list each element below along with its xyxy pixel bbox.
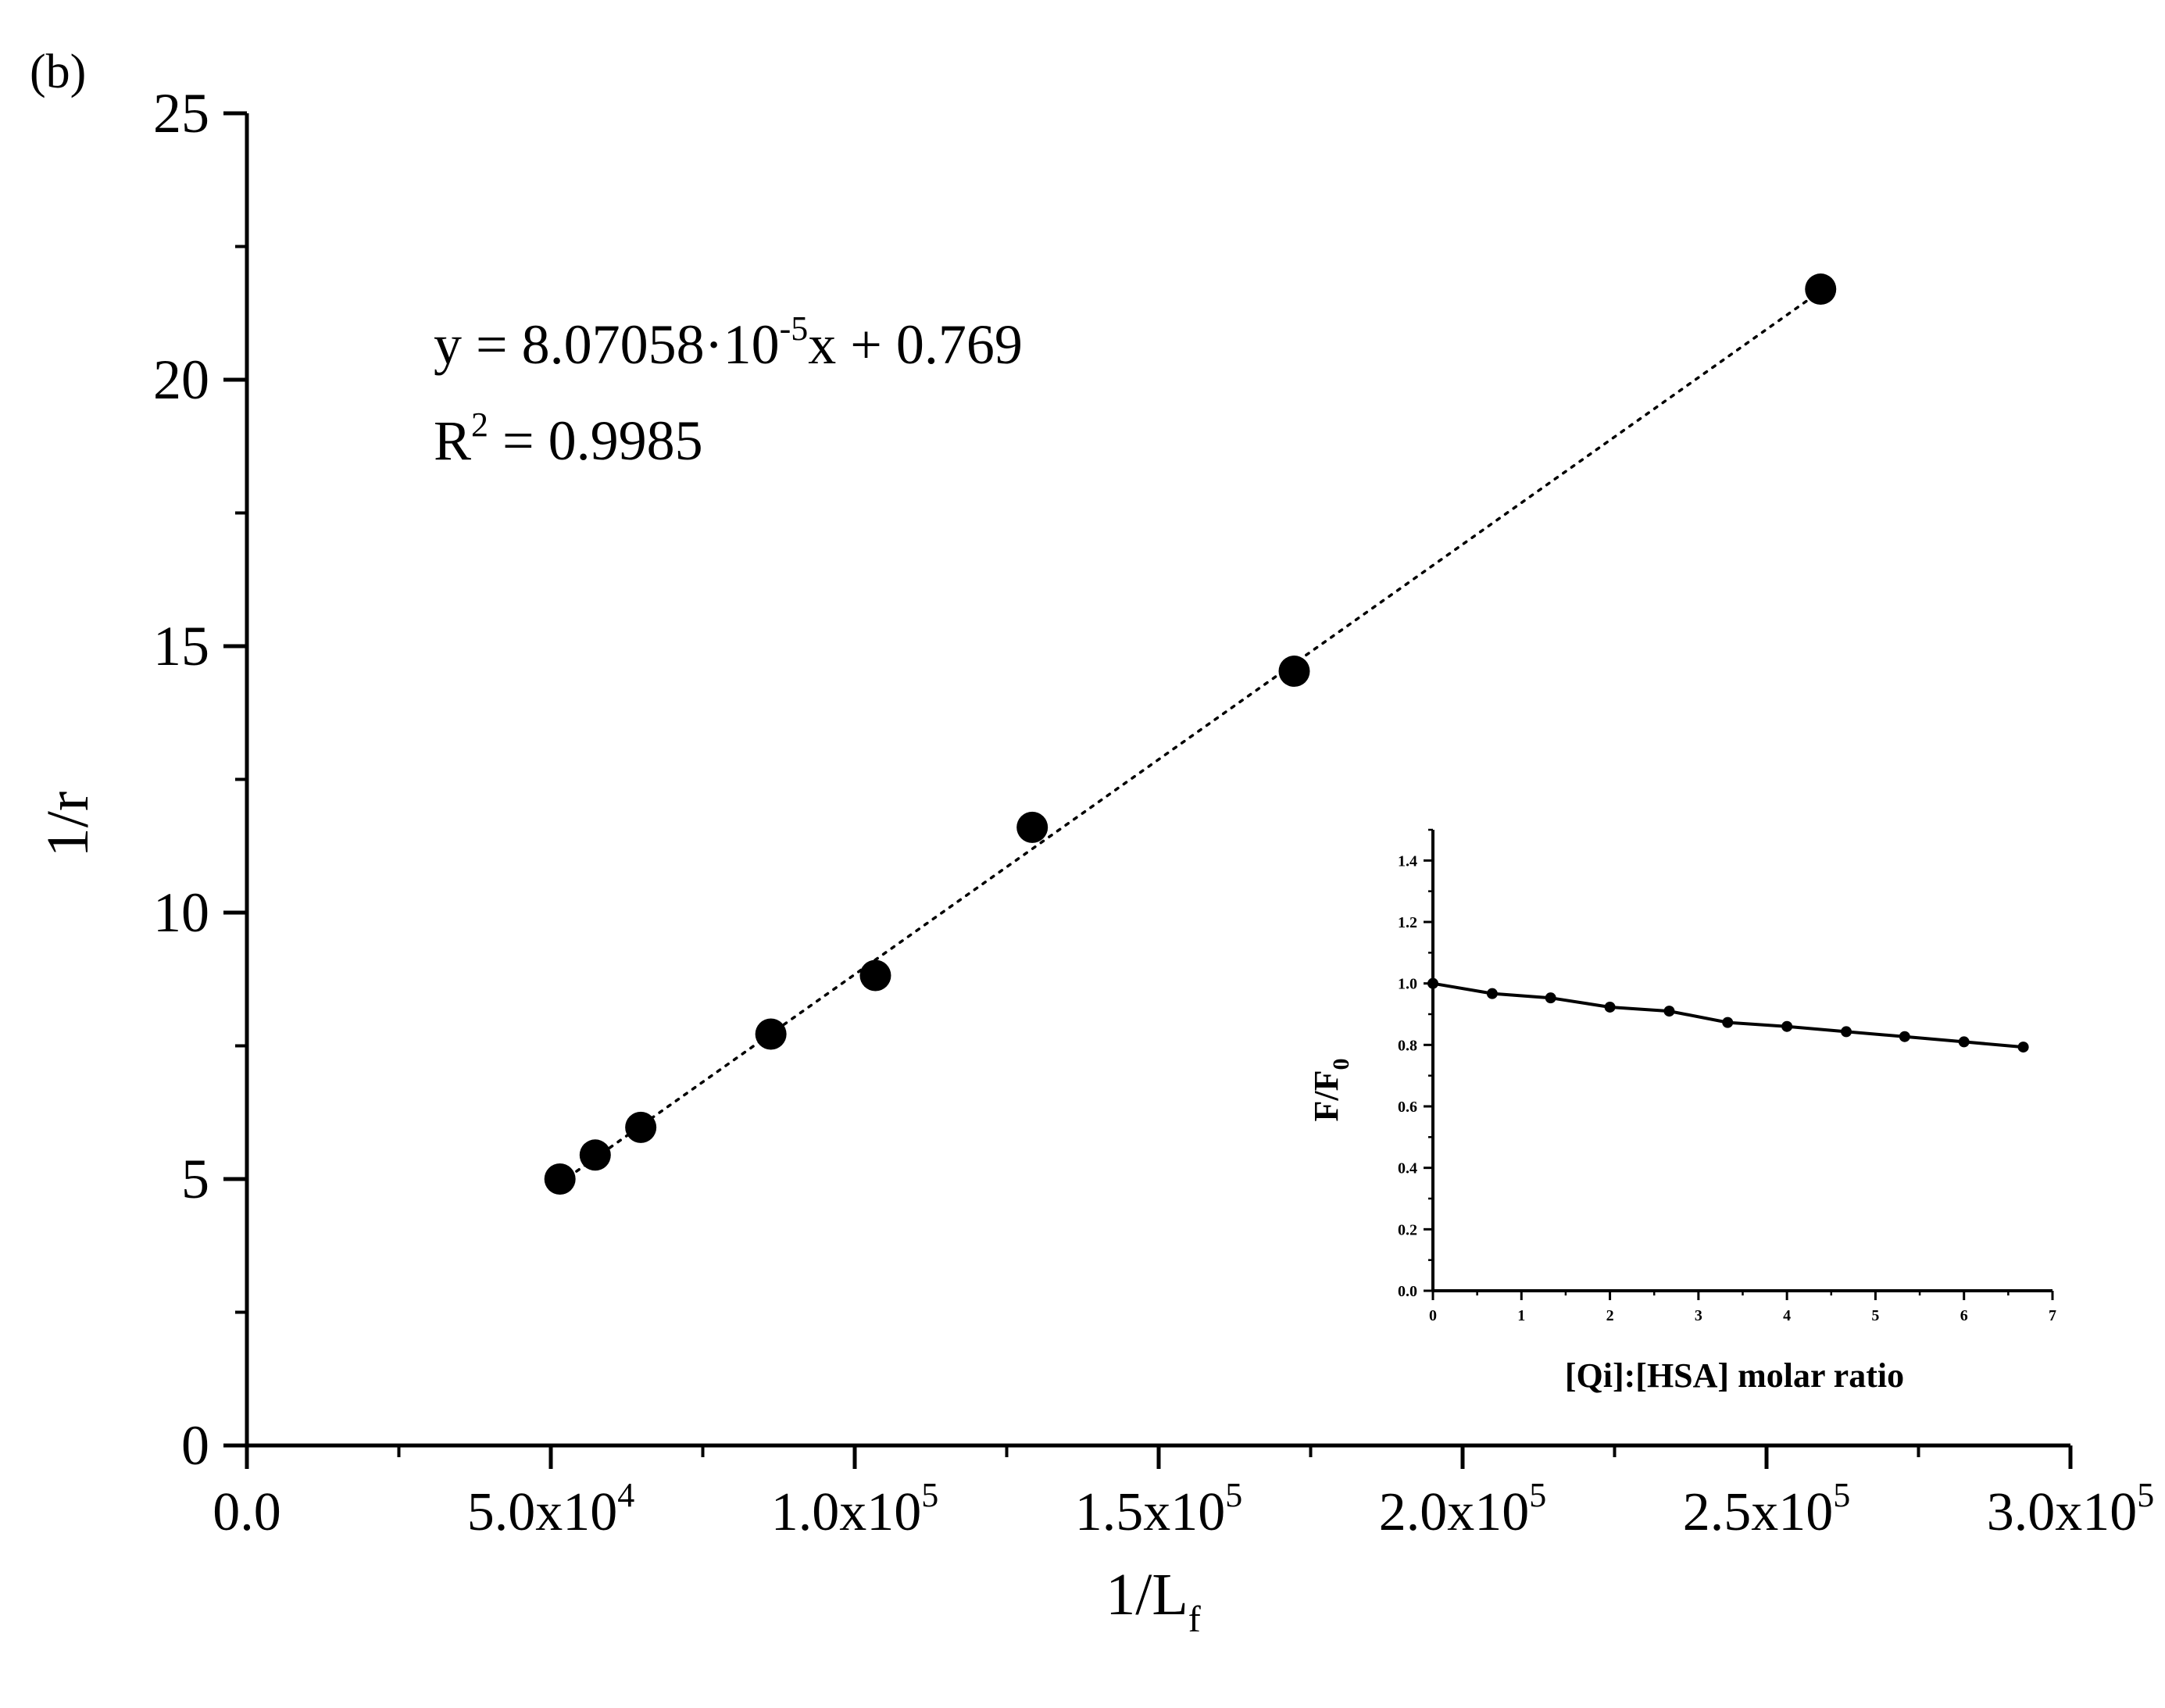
inset-y-tick-label: 1.2 [1398,914,1417,931]
main-fit-line-layer [558,289,1822,1185]
inset-data-point [1604,1001,1616,1013]
data-point [579,1139,611,1171]
x-tick-label: 0.0 [213,1482,281,1542]
data-point [1805,273,1837,306]
fit-line [558,289,1822,1185]
inset-axes: 0.0 0.2 0.4 0.6 0.8 1.0 1.2 1.4 0 1 2 3 4 5 6 7 [1398,828,2056,1324]
inset-data-point [1486,988,1498,999]
data-point [1016,811,1049,843]
inset-data-point [1722,1017,1734,1028]
r-squared-label: R [434,409,471,472]
r-squared: R2 = 0.9985 [434,406,703,472]
x-axis-title: 1/Lf [1106,1562,1201,1640]
inset-data-point [1958,1036,1970,1048]
inset-x-tick-label: 1 [1517,1307,1525,1324]
inset-x-tick-label: 7 [2049,1307,2056,1324]
r-squared-value: = 0.9985 [488,409,703,472]
x-tick-label: 3.0x105 [1987,1476,2155,1542]
inset-y-tick-label: 1.0 [1398,976,1417,993]
data-point [755,1018,787,1050]
data-point [625,1111,657,1143]
x-axis-title-sub: f [1188,1599,1201,1640]
inset-data-point [1841,1026,1852,1038]
inset-x-tick-label: 3 [1695,1307,1702,1324]
inset-data-point [1781,1020,1793,1032]
x-tick-label: 5.0x104 [467,1476,635,1542]
inset-data-point [1899,1031,1910,1042]
fit-equation: y = 8.07058·10-5x + 0.769 [434,309,1023,376]
inset-y-axis-title-sub: 0 [1328,1059,1354,1070]
inset-y-axis-title-main: F/F [1307,1070,1345,1122]
inset-y-tick-label: 0.0 [1398,1283,1417,1300]
inset-x-tick-label: 6 [1960,1307,1968,1324]
inset-data-point [1545,992,1556,1004]
x-tick-label: 1.5x105 [1075,1476,1243,1542]
inset-x-tick-label: 2 [1606,1307,1614,1324]
x-tick-label: 1.0x105 [771,1476,939,1542]
y-tick-label: 25 [153,82,209,145]
inset-y-tick-label: 0.6 [1398,1099,1417,1116]
x-axis-title-main: 1/L [1106,1562,1188,1628]
inset-plot: 0.0 0.2 0.4 0.6 0.8 1.0 1.2 1.4 0 1 2 3 4 5 6 7 [Qi]:[H… [1307,828,2056,1395]
inset-y-axis-title: F/F0 [1307,1059,1354,1122]
y-tick-label: 15 [153,615,209,677]
inset-y-tick-label: 0.2 [1398,1221,1417,1238]
inset-y-tick-label: 0.8 [1398,1037,1417,1054]
y-tick-label: 0 [181,1414,209,1477]
x-tick-label: 2.5x105 [1683,1476,1851,1542]
x-tick-label: 2.0x105 [1379,1476,1547,1542]
main-points-layer [544,273,1837,1195]
equation-exponent: -5 [780,309,809,348]
inset-x-tick-label: 4 [1783,1307,1791,1324]
equation-part1: y = 8.07058·10 [434,313,780,376]
inset-series-layer [1427,977,2029,1053]
inset-data-point [1427,977,1438,989]
inset-series-line [1432,981,2024,1049]
inset-y-tick-label: 1.4 [1398,852,1417,870]
inset-x-axis-title: [Qi]:[HSA] molar ratio [1565,1356,1904,1395]
data-point [544,1163,576,1195]
y-axis-title: 1/r [35,791,101,857]
y-tick-label: 20 [153,348,209,411]
y-tick-label: 10 [153,881,209,944]
inset-x-tick-label: 5 [1871,1307,1879,1324]
r-squared-exponent: 2 [471,406,488,444]
inset-x-tick-label: 0 [1429,1307,1437,1324]
equation-part2: x + 0.769 [808,313,1023,376]
inset-data-point [2017,1042,2029,1053]
y-tick-label: 5 [181,1148,209,1210]
inset-y-tick-label: 0.4 [1398,1160,1417,1177]
data-point [1278,656,1310,688]
inset-data-point [1663,1006,1675,1017]
panel-label: (b) [30,45,86,98]
data-point [859,959,891,992]
